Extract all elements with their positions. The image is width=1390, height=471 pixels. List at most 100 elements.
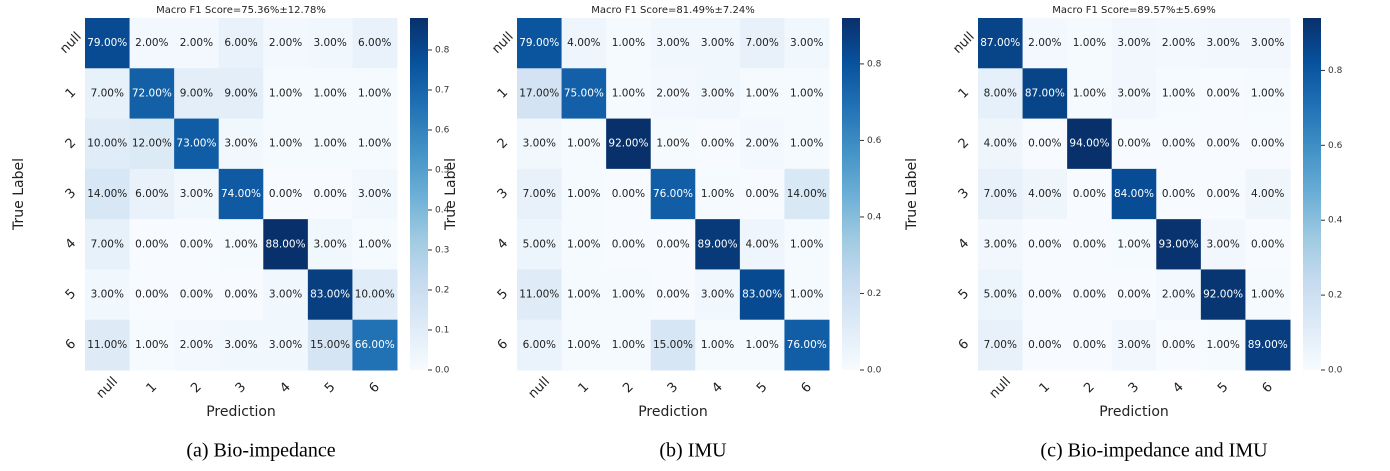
cell-label: 3.00% [790,37,823,49]
cell [650,168,696,220]
cell [1200,269,1246,321]
cell [695,168,741,220]
colorbar [1303,18,1321,370]
chart-title: Macro F1 Score=89.57%±5.69% [1052,5,1215,16]
cell [218,68,264,120]
cell [352,18,398,69]
cell [1022,18,1068,69]
cell [606,118,652,170]
cell-label: 1.00% [656,138,689,150]
cell [174,168,220,220]
cell [1156,168,1202,220]
cell-label: 73.00% [176,138,216,150]
x-tick-label: 3 [1126,380,1142,396]
cell [978,118,1024,170]
cell [739,118,785,170]
cell [129,118,175,170]
cell [561,319,607,371]
cell-label: 0.00% [612,188,645,200]
y-tick-label: 3 [956,186,972,202]
x-tick-label: 4 [277,380,293,396]
cell-label: 0.00% [1251,138,1284,150]
x-tick-label: 5 [754,380,770,396]
cell-label: 1.00% [790,87,823,99]
cell [352,269,398,321]
cell [1111,168,1157,220]
cell-label: 3.00% [984,238,1017,250]
cell-label: 1.00% [701,188,734,200]
cell-label: 1.00% [1251,87,1284,99]
cell [650,118,696,170]
cell [1111,319,1157,371]
cell [263,18,309,69]
y-tick-label: 2 [63,135,79,151]
cell [1245,68,1291,120]
cell-label: 5.00% [523,238,556,250]
cell-label: 1.00% [313,138,346,150]
cell [307,18,353,69]
cell-label: 88.00% [266,238,306,250]
cell-label: 2.00% [1162,289,1195,301]
cell-label: 1.00% [1251,289,1284,301]
cell-label: 0.00% [135,238,168,250]
cell [978,68,1024,120]
cell [1067,168,1113,220]
cell [85,18,131,69]
cell [739,319,785,371]
cell [307,319,353,371]
y-tick-label: 2 [495,135,511,151]
cell-label: 14.00% [87,188,127,200]
cell-label: 87.00% [980,37,1020,49]
cell [307,118,353,170]
cell-label: 1.00% [567,138,600,150]
y-tick-label: 3 [63,186,79,202]
cell-label: 1.00% [567,289,600,301]
cell [1245,219,1291,270]
cell [1111,68,1157,120]
cell-label: 0.00% [1073,188,1106,200]
cell [1200,168,1246,220]
cell [218,18,264,69]
cell [1200,118,1246,170]
cell [1022,219,1068,270]
cell-label: 1.00% [1073,37,1106,49]
cell-label: 0.00% [1028,289,1061,301]
cell [1200,319,1246,371]
cell-label: 1.00% [567,238,600,250]
cell [352,219,398,270]
cell-label: 4.00% [745,238,778,250]
cell [739,18,785,69]
cell [1022,168,1068,220]
x-tick-label: null [526,374,553,401]
cell [1067,18,1113,69]
cell [1156,319,1202,371]
cell [784,269,830,321]
colorbar-tick-label: 0.8 [867,59,882,69]
cell-label: 3.00% [224,138,257,150]
cell [517,269,563,321]
cell [307,168,353,220]
cell [1067,68,1113,120]
cell [1022,319,1068,371]
cell-label: 3.00% [701,37,734,49]
cell-label: 11.00% [519,289,559,301]
cell-label: 14.00% [787,188,827,200]
cell [1111,269,1157,321]
cell-label: 7.00% [984,339,1017,351]
cell [561,269,607,321]
cell-label: 1.00% [1073,87,1106,99]
cell-label: 72.00% [132,87,172,99]
cell [784,118,830,170]
cell-label: 0.00% [1028,238,1061,250]
cell [606,18,652,69]
cell [307,219,353,270]
chart-title: Macro F1 Score=81.49%±7.24% [591,5,754,16]
cell [739,219,785,270]
cell [352,118,398,170]
cell-label: 1.00% [567,339,600,351]
cell-label: 12.00% [132,138,172,150]
cell-label: 0.00% [745,188,778,200]
y-tick-label: 1 [495,85,511,101]
x-tick-label: 3 [665,380,681,396]
